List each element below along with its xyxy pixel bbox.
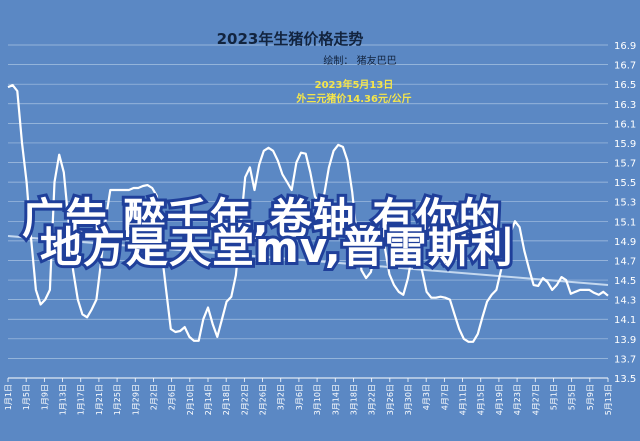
callout-price: 外三元猪价14.36元/公斤	[295, 92, 411, 105]
y-tick-label: 16.7	[614, 61, 636, 72]
x-tick-label: 4月3日	[422, 384, 431, 410]
x-tick-label: 4月23日	[513, 384, 522, 415]
x-tick-label: 2月14日	[204, 384, 213, 415]
y-tick-label: 15.7	[614, 159, 636, 170]
y-tick-label: 14.3	[614, 296, 636, 307]
x-tick-label: 4月11日	[459, 384, 468, 415]
x-tick-label: 2月18日	[222, 384, 231, 415]
x-tick-label: 5月1日	[549, 384, 558, 410]
x-tick-label: 2月10日	[186, 384, 195, 415]
x-tick-label: 1月9日	[40, 384, 49, 410]
y-tick-label: 15.9	[614, 139, 636, 150]
x-tick-label: 3月18日	[349, 384, 358, 415]
y-tick-label: 15.3	[614, 198, 636, 209]
x-tick-label: 2月22日	[240, 384, 249, 415]
chart-author: 绘制： 猪友巴巴	[323, 54, 396, 67]
y-tick-label: 16.1	[614, 119, 636, 130]
y-tick-label: 14.1	[614, 315, 636, 326]
x-tick-label: 2月6日	[168, 384, 177, 410]
x-tick-label: 5月9日	[586, 384, 595, 410]
x-tick-label: 3月26日	[386, 384, 395, 415]
callout-date: 2023年5月13日	[315, 78, 394, 91]
x-tick-label: 1月29日	[131, 384, 140, 415]
x-tick-label: 5月13日	[604, 384, 613, 415]
x-tick-label: 3月14日	[331, 384, 340, 415]
ad-overlay-line2[interactable]: 地方是天堂mv,普雷斯利	[37, 220, 516, 275]
y-tick-label: 15.1	[614, 217, 636, 228]
x-tick-label: 3月22日	[368, 384, 377, 415]
x-tick-label: 1月13日	[59, 384, 68, 415]
x-tick-label: 3月30日	[404, 384, 413, 415]
y-tick-label: 16.9	[614, 41, 636, 52]
x-tick-label: 4月19日	[495, 384, 504, 415]
x-tick-label: 1月17日	[77, 384, 86, 415]
x-tick-label: 3月10日	[313, 384, 322, 415]
y-tick-label: 14.5	[614, 276, 636, 287]
x-tick-label: 1月21日	[95, 384, 104, 415]
x-tick-label: 5月5日	[568, 384, 577, 410]
y-tick-label: 14.7	[614, 256, 636, 267]
x-tick-label: 4月7日	[440, 384, 449, 410]
y-tick-label: 16.5	[614, 80, 636, 91]
y-ticks: 16.9 16.7 16.5 16.3 16.1 15.9 15.7 15.5 15.3 15.1…	[614, 41, 636, 385]
x-ticks: 1月1日 1月5日 1月9日 1月13日 1月17日 1月21日 1月25日 1月29日 2月2…	[4, 378, 613, 415]
y-tick-label: 13.5	[614, 374, 636, 385]
x-tick-label: 1月1日	[4, 384, 13, 410]
y-tick-label: 13.7	[614, 354, 636, 365]
x-tick-label: 4月27日	[531, 384, 540, 415]
x-tick-label: 1月5日	[22, 384, 31, 410]
ad-overlay-line1[interactable]: 广告 醉千年,卷轴,有你的	[19, 191, 504, 246]
x-tick-label: 2月2日	[149, 384, 158, 410]
y-tick-label: 14.9	[614, 237, 636, 248]
trend-line	[7, 234, 609, 286]
price-line	[7, 84, 609, 343]
x-tick-label: 1月25日	[113, 384, 122, 415]
y-tick-label: 16.3	[614, 100, 636, 111]
x-tick-label: 2月26日	[259, 384, 268, 415]
chart-title: 2023年生猪价格走势	[217, 30, 364, 48]
x-tick-label: 3月2日	[277, 384, 286, 410]
y-tick-label: 13.9	[614, 335, 636, 346]
x-tick-label: 4月15日	[477, 384, 486, 415]
y-tick-label: 15.5	[614, 178, 636, 189]
x-tick-label: 3月6日	[295, 384, 304, 410]
